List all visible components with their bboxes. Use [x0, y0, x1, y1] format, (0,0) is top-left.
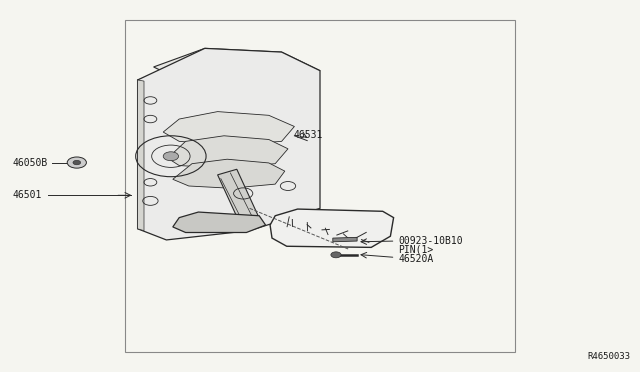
Text: 00923-10B10: 00923-10B10 — [398, 236, 463, 246]
Circle shape — [73, 160, 81, 165]
Circle shape — [67, 157, 86, 168]
Text: 46501: 46501 — [13, 190, 42, 200]
Polygon shape — [138, 48, 320, 240]
Polygon shape — [333, 237, 357, 242]
Text: 46050B: 46050B — [13, 158, 48, 167]
Polygon shape — [218, 53, 256, 60]
Text: 46531: 46531 — [293, 130, 323, 140]
Polygon shape — [138, 63, 192, 101]
Circle shape — [331, 252, 341, 258]
Polygon shape — [168, 136, 288, 168]
Polygon shape — [173, 212, 266, 232]
Polygon shape — [270, 209, 394, 247]
Text: 46520A: 46520A — [398, 254, 433, 263]
Bar — [125, 20, 515, 352]
Polygon shape — [154, 48, 320, 87]
Circle shape — [163, 152, 179, 161]
Polygon shape — [138, 80, 144, 231]
Text: PIN(1>: PIN(1> — [398, 244, 433, 254]
Polygon shape — [163, 112, 294, 145]
Polygon shape — [211, 53, 262, 62]
Polygon shape — [218, 169, 262, 231]
Text: R4650033: R4650033 — [588, 352, 630, 361]
Polygon shape — [173, 159, 285, 188]
Polygon shape — [192, 86, 269, 108]
